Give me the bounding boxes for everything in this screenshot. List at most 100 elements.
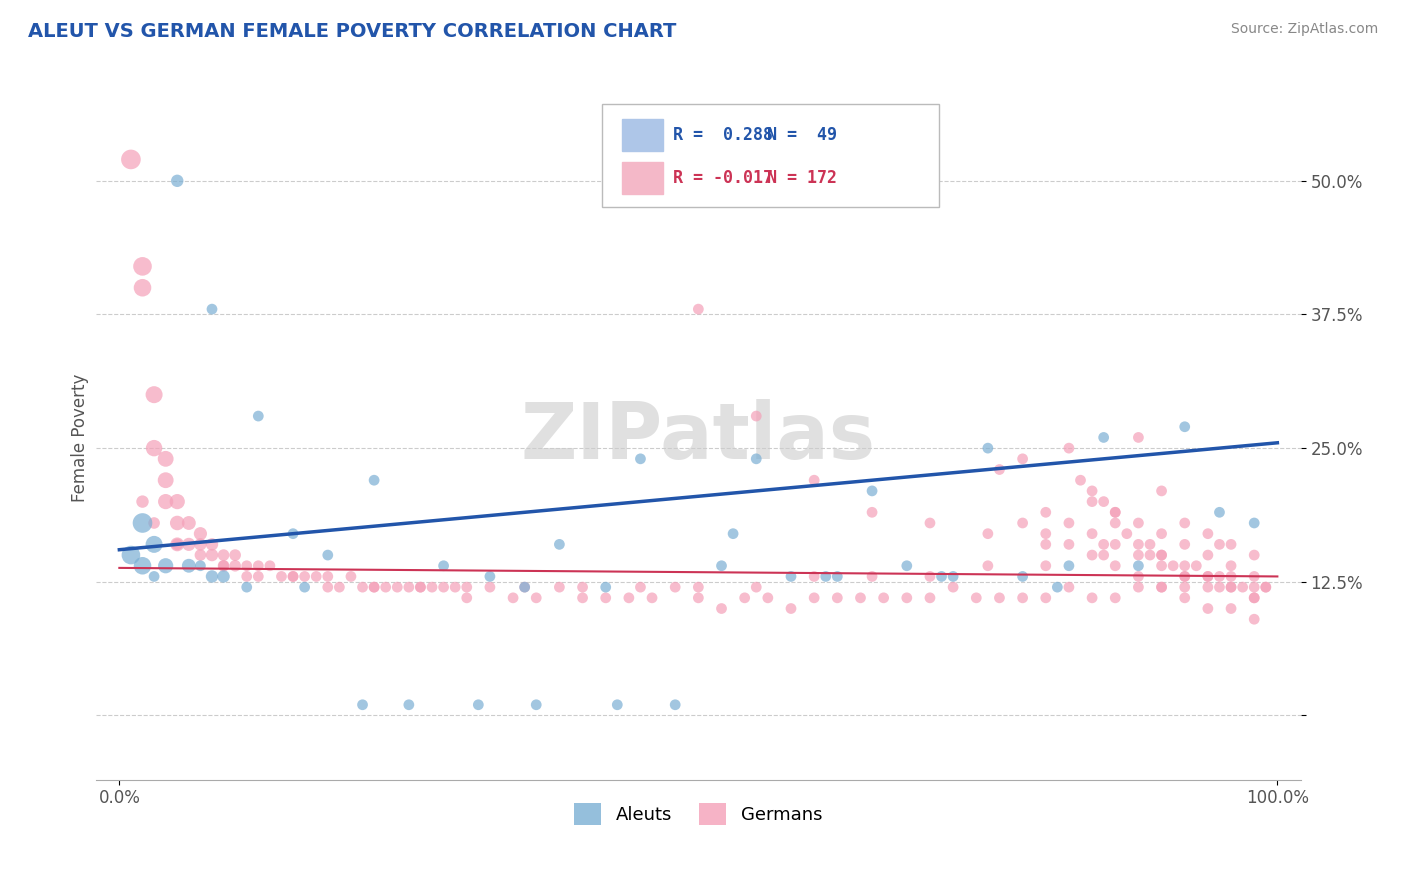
Point bbox=[1092, 537, 1115, 551]
Point bbox=[1197, 601, 1219, 615]
Point bbox=[1185, 558, 1208, 573]
Point bbox=[1139, 537, 1161, 551]
Point bbox=[1046, 580, 1069, 594]
Point bbox=[1057, 441, 1080, 455]
Point bbox=[1161, 558, 1184, 573]
Point bbox=[803, 473, 825, 487]
Point bbox=[1139, 548, 1161, 562]
Point bbox=[977, 441, 1000, 455]
Point bbox=[1081, 548, 1104, 562]
Point bbox=[1150, 580, 1173, 594]
Point bbox=[456, 591, 478, 605]
Point bbox=[1174, 569, 1197, 583]
Point bbox=[190, 526, 212, 541]
Point bbox=[1128, 569, 1150, 583]
Point bbox=[977, 558, 1000, 573]
Legend: Aleuts, Germans: Aleuts, Germans bbox=[567, 796, 830, 832]
Point bbox=[1220, 601, 1243, 615]
Point bbox=[896, 591, 918, 605]
Point bbox=[1104, 505, 1126, 519]
Text: Source: ZipAtlas.com: Source: ZipAtlas.com bbox=[1230, 22, 1378, 37]
Point bbox=[860, 505, 883, 519]
Point bbox=[467, 698, 489, 712]
Point bbox=[688, 302, 710, 317]
Point bbox=[1243, 580, 1265, 594]
Point bbox=[942, 569, 965, 583]
Point bbox=[1069, 473, 1091, 487]
Point bbox=[316, 580, 339, 594]
Point bbox=[212, 558, 235, 573]
Point bbox=[1128, 558, 1150, 573]
Point bbox=[478, 569, 501, 583]
Point bbox=[1092, 430, 1115, 444]
Point bbox=[1081, 591, 1104, 605]
Point bbox=[1057, 537, 1080, 551]
Point bbox=[352, 698, 374, 712]
Y-axis label: Female Poverty: Female Poverty bbox=[72, 373, 89, 501]
Point bbox=[166, 537, 188, 551]
Point bbox=[1243, 591, 1265, 605]
Point bbox=[1174, 569, 1197, 583]
Point bbox=[688, 591, 710, 605]
Point bbox=[177, 516, 200, 530]
Point bbox=[745, 451, 768, 466]
Point bbox=[617, 591, 640, 605]
Point bbox=[1081, 483, 1104, 498]
Point bbox=[1208, 505, 1230, 519]
Point bbox=[444, 580, 467, 594]
Point bbox=[1243, 612, 1265, 626]
Point bbox=[143, 516, 166, 530]
Point bbox=[1150, 558, 1173, 573]
Point bbox=[664, 580, 686, 594]
Point bbox=[166, 537, 188, 551]
Point bbox=[363, 473, 385, 487]
Point bbox=[478, 580, 501, 594]
Text: R =  0.288: R = 0.288 bbox=[673, 126, 773, 144]
Point bbox=[1220, 580, 1243, 594]
Point bbox=[1243, 548, 1265, 562]
Point bbox=[212, 569, 235, 583]
Point bbox=[988, 462, 1011, 476]
Point bbox=[688, 580, 710, 594]
Point bbox=[1174, 580, 1197, 594]
Point bbox=[872, 591, 894, 605]
Point bbox=[352, 580, 374, 594]
Point bbox=[166, 516, 188, 530]
Point bbox=[1092, 548, 1115, 562]
Point bbox=[201, 537, 224, 551]
Point bbox=[409, 580, 432, 594]
Point bbox=[1011, 516, 1033, 530]
Point bbox=[1011, 451, 1033, 466]
Point bbox=[1128, 537, 1150, 551]
Point bbox=[745, 409, 768, 423]
Point bbox=[120, 153, 142, 167]
Point bbox=[1128, 548, 1150, 562]
Point bbox=[1232, 580, 1254, 594]
Point bbox=[340, 569, 363, 583]
Point bbox=[155, 473, 177, 487]
Point bbox=[1197, 569, 1219, 583]
Point bbox=[212, 548, 235, 562]
Point bbox=[1035, 505, 1057, 519]
Text: N = 172: N = 172 bbox=[768, 169, 837, 187]
Point bbox=[177, 558, 200, 573]
Point bbox=[745, 580, 768, 594]
Point bbox=[849, 591, 872, 605]
Point bbox=[1197, 569, 1219, 583]
Text: ALEUT VS GERMAN FEMALE POVERTY CORRELATION CHART: ALEUT VS GERMAN FEMALE POVERTY CORRELATI… bbox=[28, 22, 676, 41]
Point bbox=[1128, 516, 1150, 530]
Point bbox=[247, 569, 270, 583]
Point bbox=[432, 558, 454, 573]
Point bbox=[1011, 591, 1033, 605]
Point bbox=[1174, 516, 1197, 530]
Point bbox=[1174, 591, 1197, 605]
Point bbox=[630, 580, 652, 594]
Point bbox=[1011, 569, 1033, 583]
Point bbox=[1104, 505, 1126, 519]
Point bbox=[316, 548, 339, 562]
Point bbox=[212, 558, 235, 573]
Point bbox=[328, 580, 350, 594]
Point bbox=[143, 441, 166, 455]
Point bbox=[1208, 537, 1230, 551]
Point bbox=[270, 569, 292, 583]
